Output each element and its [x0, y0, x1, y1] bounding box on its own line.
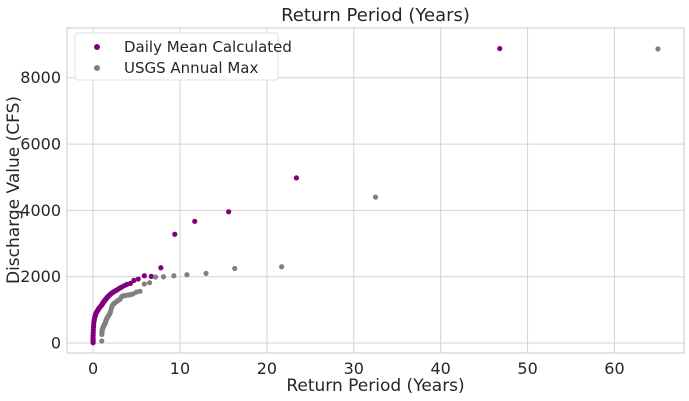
chart-title: Return Period (Years)	[281, 5, 470, 26]
series-layer	[90, 45, 661, 346]
y-tick-label: 6000	[20, 135, 61, 154]
data-point	[203, 270, 209, 277]
data-point	[192, 218, 198, 224]
data-point	[232, 265, 238, 272]
data-point	[131, 277, 137, 283]
data-point	[135, 276, 141, 282]
x-tick-label: 10	[170, 359, 190, 378]
x-tick-label: 60	[604, 359, 624, 378]
y-gridlines	[67, 77, 684, 344]
x-tick-label: 20	[257, 359, 277, 378]
legend-label-daily-mean: Daily Mean Calculated	[124, 38, 292, 56]
series-usgs-annual-max	[99, 46, 661, 344]
data-point	[293, 175, 300, 181]
data-point	[141, 273, 147, 279]
data-point	[99, 338, 105, 344]
data-point	[372, 194, 379, 200]
x-gridlines	[92, 28, 615, 353]
x-tick-labels: 0 10 20 30 40 50 60	[88, 359, 625, 378]
legend-box	[74, 32, 279, 81]
y-tick-label: 2000	[20, 267, 61, 286]
data-point	[146, 280, 153, 286]
plot-background	[67, 28, 684, 353]
y-tick-labels: 0 2000 4000 6000 8000	[20, 68, 61, 352]
data-point	[158, 265, 164, 271]
legend: Daily Mean Calculated USGS Annual Max	[74, 32, 292, 81]
data-point	[172, 231, 178, 237]
data-point	[279, 264, 285, 270]
y-axis-label: Discharge Value (CFS)	[4, 96, 24, 284]
data-point	[184, 272, 190, 278]
x-tick-label: 50	[517, 359, 537, 378]
x-tick-label: 30	[344, 359, 364, 378]
x-axis-label: Return Period (Years)	[286, 376, 464, 396]
data-point	[655, 46, 661, 52]
plot-frame	[66, 27, 685, 354]
x-tick-label: 0	[88, 359, 98, 378]
data-point	[90, 340, 96, 346]
legend-marker-daily-mean	[94, 44, 100, 50]
series-daily-mean-calculated	[90, 45, 503, 346]
data-point	[99, 331, 105, 338]
y-tick-label: 0	[51, 334, 61, 353]
y-tick-label: 8000	[20, 68, 61, 87]
data-point	[153, 274, 159, 280]
legend-label-usgs-annual-max: USGS Annual Max	[124, 59, 258, 77]
x-tick-label: 40	[430, 359, 450, 378]
data-point	[141, 281, 147, 287]
data-point	[171, 273, 177, 279]
legend-marker-usgs-annual-max	[94, 65, 100, 71]
y-tick-label: 4000	[20, 201, 61, 220]
data-point	[497, 45, 503, 52]
data-point	[148, 273, 154, 279]
data-point	[160, 274, 167, 280]
data-point	[226, 209, 232, 215]
